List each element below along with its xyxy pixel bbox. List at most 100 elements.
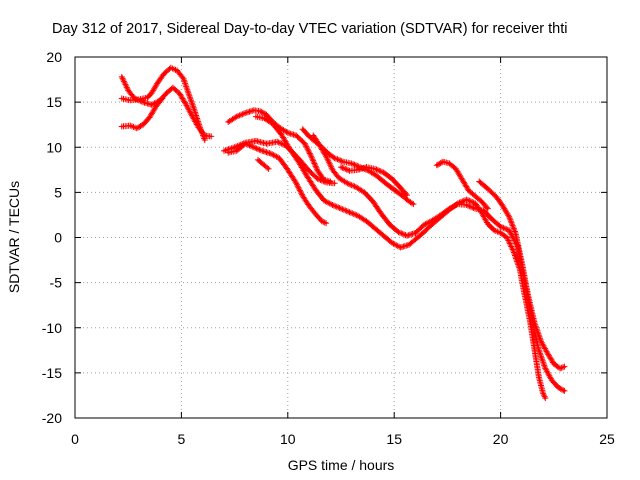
data-point — [314, 188, 317, 191]
data-point — [254, 139, 257, 142]
data-point — [327, 152, 330, 155]
data-point — [244, 111, 247, 115]
data-point — [414, 238, 417, 241]
x-tick-label: 25 — [599, 431, 615, 447]
data-point — [261, 149, 264, 152]
data-point — [408, 243, 411, 246]
data-point — [365, 166, 368, 169]
data-point — [422, 231, 426, 234]
data-point — [544, 397, 547, 400]
data-point — [448, 162, 451, 165]
data-point — [380, 212, 383, 216]
data-point — [339, 166, 343, 169]
data-point — [557, 386, 560, 389]
data-point — [342, 160, 345, 163]
data-point — [120, 125, 123, 128]
data-point — [478, 180, 481, 183]
data-point — [356, 214, 360, 217]
data-point — [265, 142, 268, 145]
data-point — [308, 135, 311, 138]
data-point — [276, 140, 279, 143]
data-point — [120, 75, 123, 78]
data-point — [501, 204, 504, 207]
data-point — [533, 322, 536, 325]
data-point — [308, 169, 311, 172]
data-point — [422, 223, 426, 226]
data-point — [563, 365, 566, 368]
data-point — [499, 225, 502, 228]
data-point — [456, 203, 460, 206]
data-point — [193, 108, 196, 111]
data-point — [280, 133, 283, 136]
data-point — [520, 261, 524, 264]
data-point — [405, 234, 409, 237]
data-point — [267, 167, 270, 170]
data-point — [495, 195, 498, 198]
data-point — [148, 116, 151, 119]
data-point — [331, 203, 334, 207]
y-tick-label: 0 — [54, 230, 62, 246]
data-point — [397, 231, 400, 234]
data-point — [465, 198, 468, 201]
data-point — [480, 200, 483, 203]
data-point — [552, 362, 555, 365]
x-axis-label: GPS time / hours — [288, 457, 395, 473]
data-point — [339, 207, 343, 210]
data-point — [254, 115, 257, 118]
data-point — [150, 92, 153, 95]
data-point — [235, 149, 238, 152]
data-point — [310, 155, 313, 158]
data-point — [269, 152, 272, 155]
data-point — [184, 102, 187, 105]
series-track-11 — [338, 164, 410, 199]
data-point — [354, 185, 357, 189]
y-tick-label: 5 — [54, 184, 62, 200]
data-point — [373, 167, 377, 170]
data-point — [288, 148, 291, 151]
data-point — [512, 249, 515, 253]
x-tick-label: 20 — [493, 431, 509, 447]
data-point — [318, 144, 321, 147]
data-point — [178, 92, 181, 95]
data-point — [563, 389, 566, 392]
data-point — [405, 194, 409, 197]
data-point — [533, 349, 536, 352]
data-point — [474, 194, 477, 198]
data-point — [259, 110, 262, 113]
data-point — [271, 122, 274, 125]
data-point — [252, 109, 255, 112]
data-point — [393, 188, 396, 191]
data-point — [363, 191, 366, 194]
y-tick-label: -5 — [50, 275, 63, 291]
data-point — [401, 194, 404, 198]
data-point — [365, 220, 368, 223]
data-point — [312, 134, 315, 137]
data-point — [408, 200, 411, 203]
data-point — [491, 218, 494, 221]
data-point — [350, 162, 353, 165]
data-point — [508, 229, 511, 232]
y-tick-label: -20 — [42, 410, 62, 426]
data-point — [399, 186, 402, 189]
series-track-6 — [225, 140, 330, 227]
data-point — [546, 351, 549, 355]
data-point — [203, 138, 206, 142]
data-point — [301, 194, 304, 198]
data-point — [182, 77, 185, 80]
data-point — [314, 212, 317, 216]
data-point — [486, 207, 489, 210]
data-point — [505, 236, 509, 239]
data-point — [286, 168, 289, 171]
data-point — [286, 131, 289, 134]
y-tick-label: -15 — [42, 365, 62, 381]
data-point — [295, 182, 298, 185]
data-point — [171, 86, 174, 89]
data-point — [376, 175, 379, 178]
data-point — [431, 222, 434, 226]
data-point — [333, 157, 336, 160]
data-point — [137, 98, 140, 101]
data-point — [550, 379, 553, 382]
data-point — [533, 331, 536, 334]
data-point — [190, 114, 194, 117]
